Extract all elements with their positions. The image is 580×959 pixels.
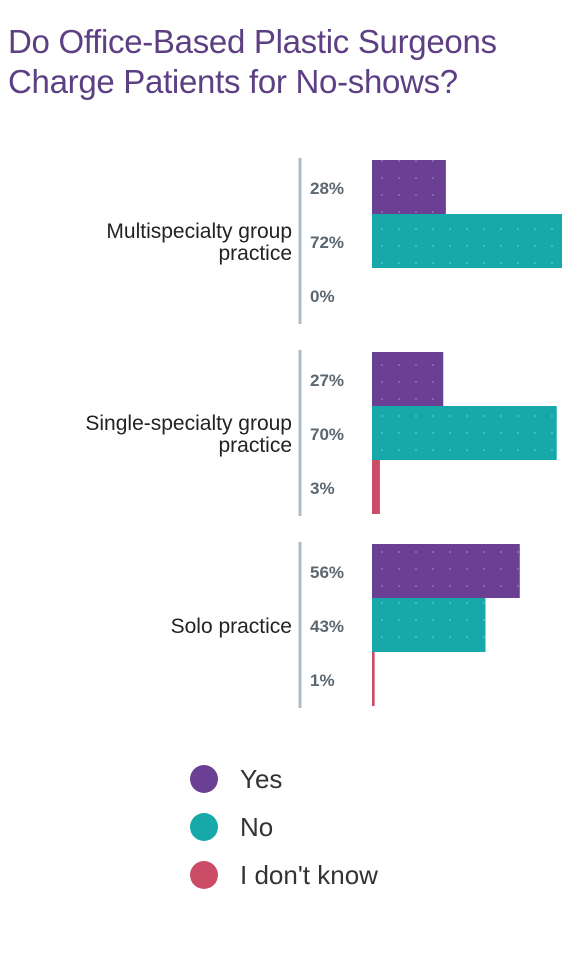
chart-title-line-2: Charge Patients for No-shows? bbox=[8, 63, 458, 100]
bar-texture bbox=[372, 598, 486, 652]
category-label: Multispecialty group practice bbox=[106, 220, 292, 265]
legend-label: Yes bbox=[240, 763, 283, 794]
bar-value-label: 3% bbox=[310, 479, 335, 498]
bar-value-label: 0% bbox=[310, 287, 335, 306]
legend-swatch bbox=[190, 813, 218, 841]
bar-texture bbox=[372, 214, 562, 268]
chart-title: Do Office-Based Plastic Surgeons Charge … bbox=[8, 22, 568, 102]
bar-value-label: 70% bbox=[310, 425, 344, 444]
bar-value-label: 56% bbox=[310, 563, 344, 582]
category-label-line: Multispecialty group bbox=[106, 220, 292, 243]
bar-value-label: 1% bbox=[310, 671, 335, 690]
bar-value-label: 43% bbox=[310, 617, 344, 636]
bar-value-label: 72% bbox=[310, 233, 344, 252]
legend-label: No bbox=[240, 811, 274, 842]
legend-item: I don't know bbox=[190, 851, 378, 899]
category-label-line: Single-specialty group bbox=[85, 412, 292, 435]
legend-item: Yes bbox=[190, 755, 378, 803]
category-label: Solo practice bbox=[171, 615, 292, 638]
category-label-line: Solo practice bbox=[171, 615, 292, 638]
bar-texture bbox=[372, 352, 444, 406]
bar-texture bbox=[372, 160, 446, 214]
bar-value-label: 27% bbox=[310, 371, 344, 390]
bar-texture bbox=[372, 406, 557, 460]
legend-label: I don't know bbox=[240, 859, 378, 890]
legend-swatch bbox=[190, 765, 218, 793]
legend-item: No bbox=[190, 803, 378, 851]
bar-texture bbox=[372, 544, 520, 598]
category-label: Single-specialty group practice bbox=[85, 412, 292, 457]
category-label-line: practice bbox=[218, 434, 292, 457]
bar bbox=[372, 460, 380, 514]
bar-value-label: 28% bbox=[310, 179, 344, 198]
bar bbox=[372, 652, 375, 706]
bar-chart: Multispecialty group practice28%72%0%Sing… bbox=[85, 158, 562, 708]
chart-title-line-1: Do Office-Based Plastic Surgeons bbox=[8, 23, 497, 60]
chart-legend: Yes No I don't know bbox=[190, 755, 378, 899]
category-label-line: practice bbox=[218, 242, 292, 265]
legend-swatch bbox=[190, 861, 218, 889]
